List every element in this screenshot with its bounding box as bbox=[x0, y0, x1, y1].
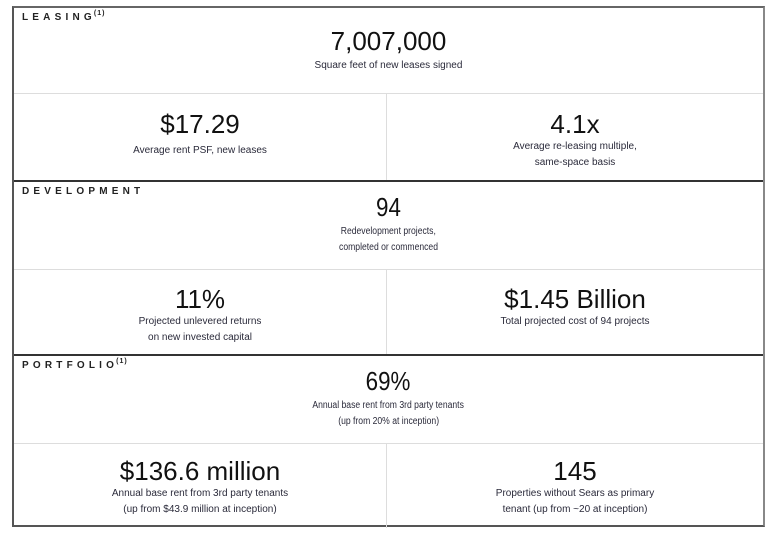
hero-metric-leasing: 7,007,000 Square feet of new leases sign… bbox=[14, 26, 763, 74]
metric-desc-line: Average re-leasing multiple, bbox=[513, 141, 637, 152]
metric-value: $17.29 bbox=[160, 109, 240, 139]
section-label-development: DEVELOPMENT bbox=[22, 186, 144, 197]
section-leasing: LEASING(1) 7,007,000 Square feet of new … bbox=[14, 8, 763, 180]
metric-cell-properties-without-sears: 145 Properties without Sears as primary … bbox=[387, 444, 763, 528]
section-label-leasing: LEASING(1) bbox=[22, 10, 106, 23]
metrics-table: LEASING(1) 7,007,000 Square feet of new … bbox=[12, 6, 765, 528]
section-development: DEVELOPMENT 94 Redevelopment projects, c… bbox=[14, 180, 763, 354]
label-text: PORTFOLIO bbox=[22, 360, 119, 371]
metric-row-portfolio: $136.6 million Annual base rent from 3rd… bbox=[14, 443, 763, 528]
metric-desc-line: Annual base rent from 3rd party tenants bbox=[312, 400, 465, 411]
metric-desc-line: completed or commenced bbox=[339, 242, 438, 253]
metric-value: 7,007,000 bbox=[330, 26, 447, 56]
section-label-portfolio: PORTFOLIO(1) bbox=[22, 358, 128, 371]
metric-row-leasing: $17.29 Average rent PSF, new leases 4.1x… bbox=[14, 93, 763, 180]
metric-desc-line: (up from $43.9 million at inception) bbox=[123, 504, 277, 515]
metric-desc-line: Projected unlevered returns bbox=[138, 316, 262, 327]
label-text: LEASING bbox=[22, 12, 96, 23]
metric-cell-avg-rent: $17.29 Average rent PSF, new leases bbox=[14, 94, 387, 180]
metric-value: 94 bbox=[376, 192, 401, 222]
metric-desc: Average rent PSF, new leases bbox=[133, 145, 267, 156]
metric-desc-line: same-space basis bbox=[534, 157, 616, 168]
metric-value: $1.45 Billion bbox=[504, 284, 646, 314]
metric-value: 145 bbox=[553, 456, 597, 486]
metric-desc-line: Redevelopment projects, bbox=[340, 226, 437, 237]
metric-cell-annual-base-rent: $136.6 million Annual base rent from 3rd… bbox=[14, 444, 387, 528]
footnote-marker: (1) bbox=[116, 358, 128, 365]
metric-desc-line: Annual base rent from 3rd party tenants bbox=[111, 488, 289, 499]
metric-cell-releasing-multiple: 4.1x Average re-leasing multiple, same-s… bbox=[387, 94, 763, 180]
hero-metric-portfolio: 69% Annual base rent from 3rd party tena… bbox=[14, 366, 763, 430]
metric-desc-line: on new invested capital bbox=[148, 332, 252, 343]
metric-value: 11% bbox=[174, 284, 226, 314]
section-portfolio: PORTFOLIO(1) 69% Annual base rent from 3… bbox=[14, 354, 763, 528]
metric-cell-unlevered-returns: 11% Projected unlevered returns on new i… bbox=[14, 270, 387, 354]
metric-row-development: 11% Projected unlevered returns on new i… bbox=[14, 269, 763, 354]
metric-desc-line: tenant (up from ~20 at inception) bbox=[502, 504, 648, 515]
metric-cell-projected-cost: $1.45 Billion Total projected cost of 94… bbox=[387, 270, 763, 354]
hero-metric-development: 94 Redevelopment projects, completed or … bbox=[14, 192, 763, 256]
footnote-marker: (1) bbox=[93, 10, 106, 17]
metric-desc-line: Properties without Sears as primary bbox=[495, 488, 655, 499]
metric-value: 4.1x bbox=[550, 109, 600, 139]
metric-desc-line: (up from 20% at inception) bbox=[338, 416, 439, 427]
metric-value: $136.6 million bbox=[119, 456, 281, 486]
metric-desc-line: Total projected cost of 94 projects bbox=[500, 316, 650, 327]
metric-value: 69% bbox=[366, 366, 411, 396]
metric-desc: Square feet of new leases signed bbox=[314, 60, 463, 71]
label-text: DEVELOPMENT bbox=[22, 186, 145, 197]
